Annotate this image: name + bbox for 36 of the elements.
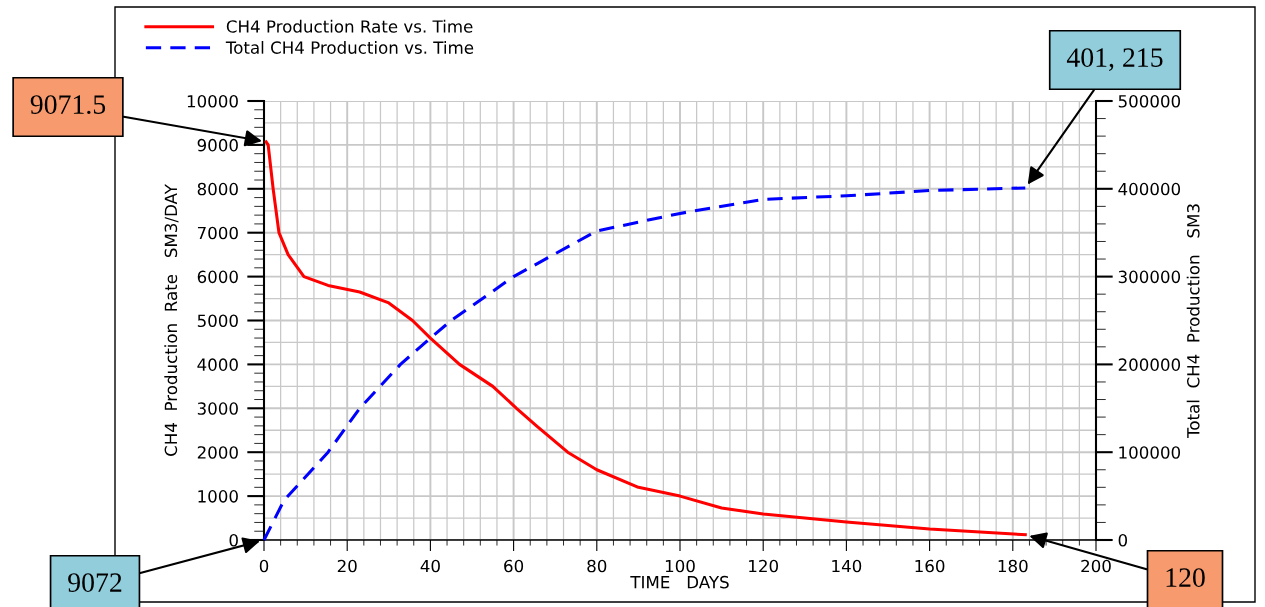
y-tick-label: 8000 [197, 182, 238, 196]
x-axis-title: TIME DAYS [630, 575, 729, 589]
y-axis-title: CH4 Production Rate SM3/DAY [164, 184, 179, 456]
annotation: 9071.5 [30, 95, 106, 115]
x-tick-label: 180 [998, 559, 1028, 573]
y2-tick-label: 0 [1118, 533, 1128, 547]
y2-tick-label: 400000 [1118, 182, 1181, 196]
y-tick-label: 9000 [197, 138, 238, 152]
x-tick-label: 100 [665, 559, 695, 573]
y-tick-label: 6000 [197, 270, 238, 284]
y-tick-label: 3000 [197, 402, 238, 415]
x-tick-label: 160 [915, 559, 945, 573]
y-tick-label: 7000 [197, 226, 238, 240]
y-tick-label: 4000 [197, 358, 238, 371]
x-tick-label: 60 [504, 559, 524, 573]
y2-tick-label: 200000 [1118, 358, 1181, 371]
y2-tick-label: 100000 [1119, 446, 1181, 459]
y-tick-label: 5000 [197, 314, 238, 328]
annotation: 9072 [68, 573, 122, 592]
x-tick-label: 200 [1081, 559, 1111, 573]
y2-axis-title: Total CH4 Production SM3 [1186, 204, 1200, 439]
legend-label: CH4 Production Rate vs. Time [226, 19, 473, 33]
y-tick-label: 1000 [198, 490, 238, 503]
x-tick-label: 120 [749, 559, 778, 573]
y-tick-label: 0 [229, 533, 238, 547]
legend-label: Total CH4 Production vs. Time [225, 41, 474, 54]
x-tick-label: 20 [337, 559, 357, 573]
y2-tick-label: 500000 [1118, 94, 1181, 108]
annotation: 401, 215 [1066, 48, 1163, 71]
x-tick-label: 0 [259, 559, 269, 573]
y2-tick-label: 300000 [1118, 270, 1181, 284]
y-tick-label: 10000 [187, 94, 238, 108]
x-tick-label: 140 [832, 559, 862, 573]
y-tick-label: 2000 [197, 446, 238, 459]
x-tick-label: 40 [420, 559, 440, 573]
x-tick-label: 80 [587, 559, 607, 573]
